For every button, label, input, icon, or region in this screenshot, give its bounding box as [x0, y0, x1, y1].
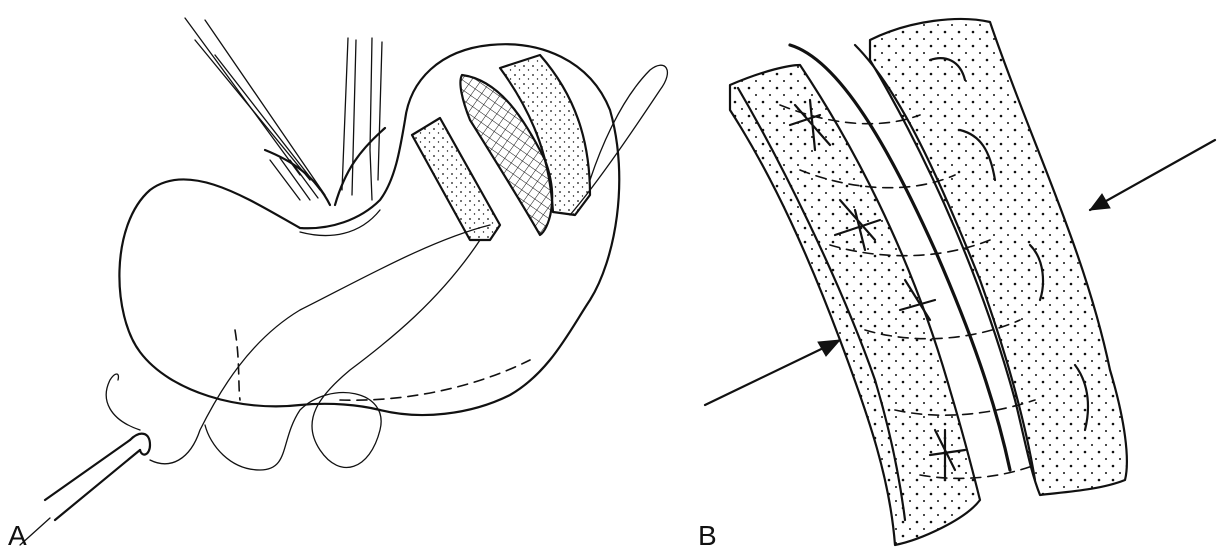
needle-holder	[19, 373, 152, 546]
suture-seam	[788, 43, 1012, 472]
retractor-right	[333, 37, 387, 207]
tissue-strip-right	[868, 17, 1128, 497]
arrow-right	[1088, 138, 1217, 212]
suture-thread	[149, 64, 669, 471]
vessel-marks-left	[788, 98, 967, 482]
stomach-outline	[118, 43, 621, 417]
serosal-patch-right	[498, 53, 592, 217]
tissue-strips-drawing	[703, 17, 1217, 547]
serosal-patch-left	[410, 116, 502, 242]
vessel-marks-right	[928, 57, 1090, 432]
panel-label-b: B	[698, 520, 717, 551]
panel-a-illustration: A	[8, 17, 669, 551]
panel-label-a: A	[8, 520, 27, 551]
panel-b-illustration: B	[690, 0, 1225, 556]
stomach-suture-drawing	[19, 17, 669, 546]
mesh-window	[459, 73, 554, 237]
retractor-left	[184, 17, 332, 207]
tissue-strip-left	[728, 63, 982, 547]
arrow-left	[703, 338, 842, 407]
